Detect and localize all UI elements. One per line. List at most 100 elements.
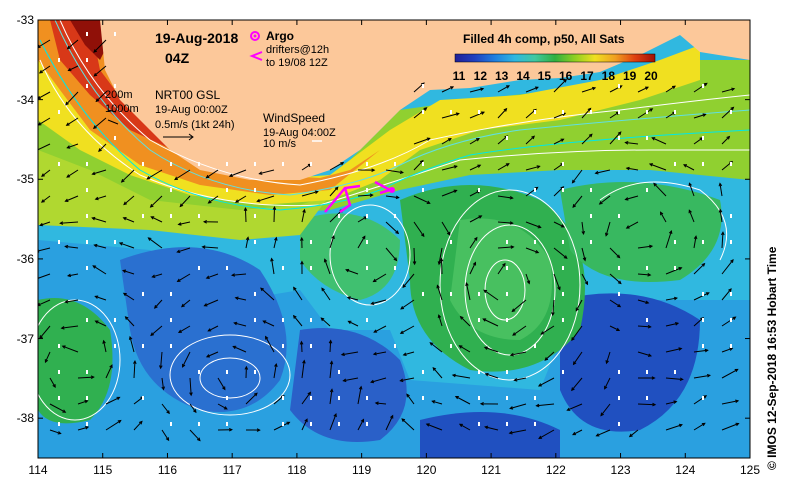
current-arrow-head [616,327,621,332]
current-arrow [320,317,331,327]
wind-marker [534,344,536,348]
current-arrow [609,325,620,331]
current-arrow [357,419,364,431]
y-tick-label: -33 [16,13,34,27]
current-arrow [581,108,592,119]
current-arrow-head [582,257,587,262]
wind-marker [86,84,88,88]
current-arrow-head [706,373,712,378]
current-arrow-head [688,182,692,187]
current-arrow-head [93,49,98,53]
current-arrow [721,106,734,119]
current-arrow-head [720,231,725,236]
current-arrow-head [557,286,561,291]
current-arrow [441,221,451,236]
current-arrow-head [320,317,325,322]
wind-marker [366,266,368,270]
current-arrow-head [256,428,261,432]
current-arrow-head [334,186,339,191]
current-arrow [605,221,611,236]
current-arrow-head [265,335,269,340]
current-arrow-head [480,111,485,115]
current-arrow-head [571,179,576,184]
current-arrow [38,247,51,252]
current-arrow-head [509,195,514,200]
wind-marker [254,292,256,296]
current-arrow [217,403,228,410]
current-arrow [300,341,303,353]
current-arrow [321,287,331,301]
current-arrow-head [673,400,678,404]
argo-float-marker [389,187,395,193]
current-arrow [540,325,555,335]
current-arrow [92,217,107,223]
current-arrow [357,194,373,197]
wind-marker [86,240,88,244]
wind-marker [618,422,620,426]
current-arrow-head [588,133,593,138]
wind-marker [618,84,620,88]
current-arrow [271,258,275,275]
wind-marker [338,370,340,374]
current-arrow [329,235,335,249]
wind-marker [562,188,564,192]
current-arrow-head [647,273,652,277]
colorbar-tick-label: 17 [580,69,594,83]
current-arrow [208,325,219,332]
current-arrow [452,374,471,379]
current-arrow [301,191,318,197]
current-arrow [66,169,79,178]
current-arrow-head [688,209,692,214]
wind-marker [562,370,564,374]
wind-marker [282,422,284,426]
wind-marker [310,266,312,270]
current-arrow [693,263,705,275]
wind-marker [58,162,60,166]
wind-marker [310,240,312,244]
current-arrow-head [575,307,579,312]
current-arrow-head [617,303,622,308]
current-arrow [263,320,275,327]
current-arrow-head [678,266,683,271]
current-arrow [721,368,738,379]
wind-marker [478,188,480,192]
current-arrow [324,259,331,275]
current-arrow [497,246,514,249]
current-arrow [161,403,170,414]
current-arrow [65,91,79,106]
current-arrow-head [203,303,208,307]
wind-marker [226,162,228,166]
wind-marker [478,292,480,296]
current-arrow-head [120,178,125,183]
current-arrow [497,135,508,145]
current-arrow-head [307,391,312,396]
wind-marker [618,370,620,374]
current-arrow [436,285,443,301]
wind-marker [618,292,620,296]
current-arrow-head [223,406,228,410]
current-arrow-head [174,176,179,181]
current-arrow [60,221,79,224]
wind-marker [646,396,648,400]
current-arrow [329,162,344,171]
x-tick-label: 116 [157,463,178,477]
current-arrow-head [329,360,334,365]
current-arrow-head [102,339,106,344]
wind-marker [366,318,368,322]
current-arrow-head [358,385,363,390]
current-arrow [441,138,452,145]
wind-marker [282,266,284,270]
wind-marker [478,110,480,114]
current-arrow [301,418,308,431]
current-arrow-head [538,435,543,439]
current-arrow-head [701,262,706,267]
wind-marker [198,266,200,270]
current-arrow [609,111,620,119]
wind-marker [114,84,116,88]
wind-marker [338,422,340,426]
current-arrow [95,91,107,102]
current-arrow [567,403,583,411]
current-arrow [357,386,362,405]
current-arrow-head [159,365,163,370]
current-arrow [38,117,51,126]
